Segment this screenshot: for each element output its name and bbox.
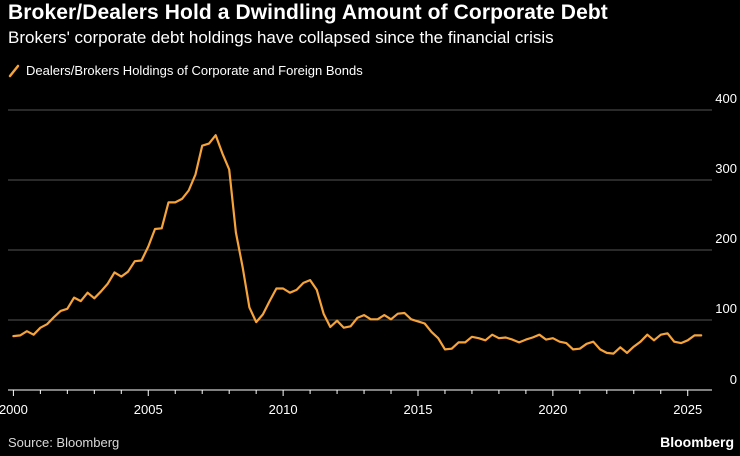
bloomberg-logo: Bloomberg	[660, 434, 734, 450]
x-tick-label-2015: 2015	[404, 402, 433, 417]
x-tick-label-2025: 2025	[673, 402, 702, 417]
grid	[8, 109, 712, 321]
legend-line-icon	[8, 64, 20, 77]
series-group	[12, 134, 703, 355]
source-note: Source: Bloomberg	[8, 435, 120, 450]
y-tick-label-300: 300	[715, 161, 737, 176]
y-axis: 0 100 200 300 400	[715, 91, 737, 387]
chart-title: Broker/Dealers Hold a Dwindling Amount o…	[8, 1, 608, 24]
series-line-0	[12, 134, 703, 355]
y-tick-label-0: 0	[730, 372, 737, 387]
y-tick-label-100: 100	[715, 301, 737, 316]
x-tick-label-2010: 2010	[269, 402, 298, 417]
x-tick-label-2020: 2020	[538, 402, 567, 417]
legend-label: Dealers/Brokers Holdings of Corporate an…	[26, 63, 363, 78]
x-tick-label-2000: 2000	[0, 402, 28, 417]
x-axis: 2000 2005 2010 2015 2020 2025	[0, 389, 712, 417]
y-tick-label-200: 200	[715, 231, 737, 246]
legend: Dealers/Brokers Holdings of Corporate an…	[8, 63, 363, 78]
chart-subtitle: Brokers' corporate debt holdings have co…	[8, 28, 554, 47]
y-tick-label-400: 400	[715, 91, 737, 106]
x-tick-label-2005: 2005	[134, 402, 163, 417]
